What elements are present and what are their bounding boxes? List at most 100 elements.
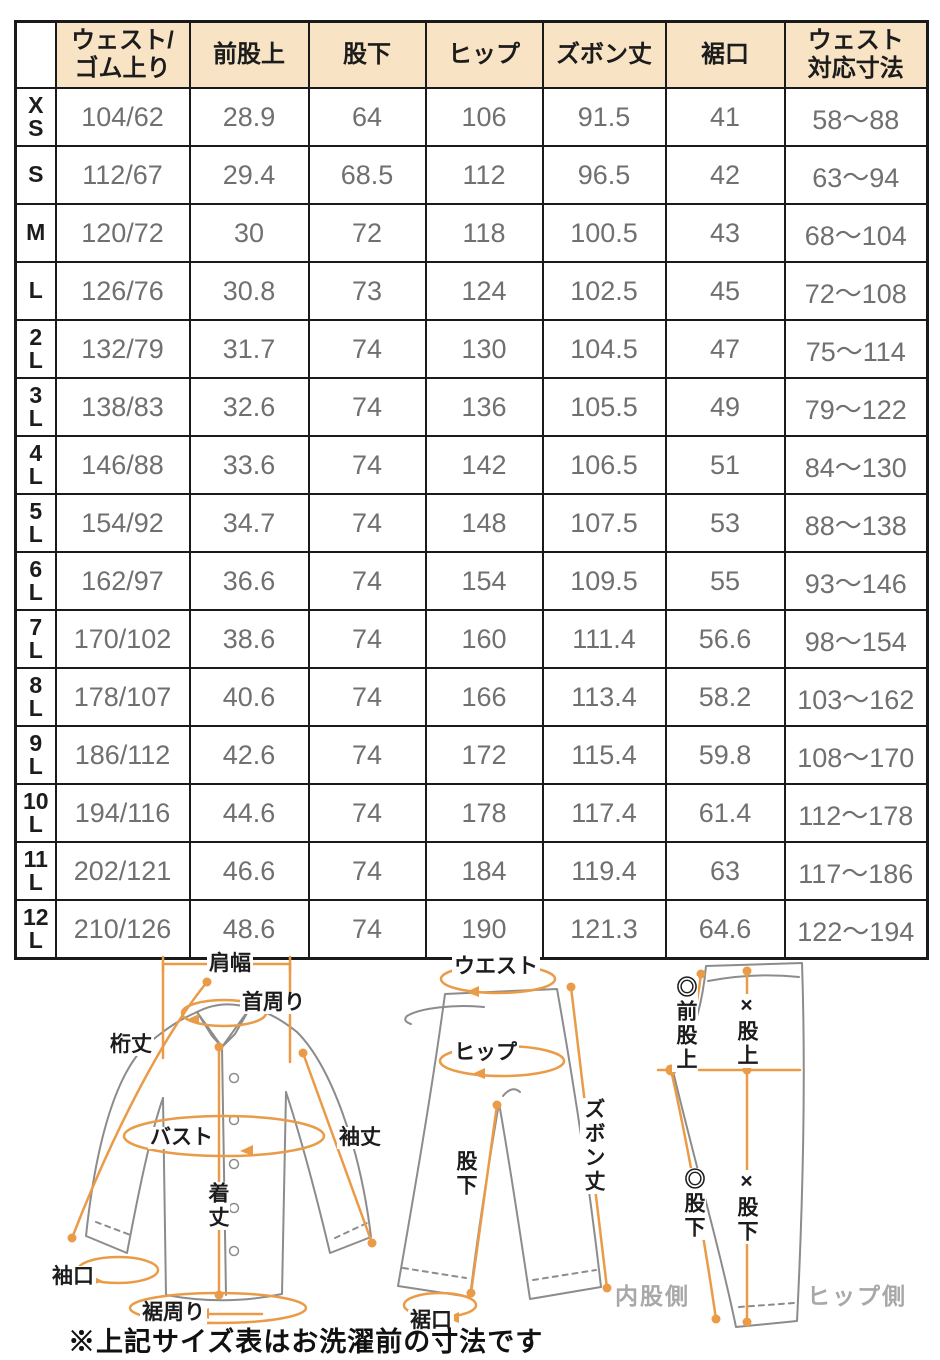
measurement-cell: 72 <box>307 203 427 263</box>
measurement-cell: 47 <box>664 319 786 379</box>
measurement-cell: 84〜130 <box>783 435 929 495</box>
measurement-cell: 98〜154 <box>783 609 929 669</box>
measurement-cell: 55 <box>664 551 786 611</box>
shirt-shoulder-width-label: 肩幅 <box>207 952 253 976</box>
measurement-cell: 38.6 <box>188 609 310 669</box>
table-row: 5 L 154/92 34.7 74 148 107.5 53 88〜138 <box>14 493 929 553</box>
measurement-cell: 154 <box>424 551 544 611</box>
table-row: 7 L 170/102 38.6 74 160 111.4 56.6 98〜154 <box>14 609 929 669</box>
measurement-cell: 42 <box>664 145 786 205</box>
measurement-cell: 115.4 <box>541 725 667 785</box>
size-label: 7 L <box>14 609 57 669</box>
measurement-cell: 202/121 <box>54 841 191 901</box>
measurement-cell: 64.6 <box>664 899 786 960</box>
measurement-cell: 210/126 <box>54 899 191 960</box>
measurement-cell: 124 <box>424 261 544 321</box>
measurement-cell: 120/72 <box>54 203 191 263</box>
measurement-cell: 33.6 <box>188 435 310 495</box>
measurement-cell: 28.9 <box>188 87 310 147</box>
measurement-cell: 121.3 <box>541 899 667 960</box>
measurement-cell: 59.8 <box>664 725 786 785</box>
measurement-cell: 162/97 <box>54 551 191 611</box>
measurement-cell: 100.5 <box>541 203 667 263</box>
measurement-cell: 42.6 <box>188 725 310 785</box>
inner-side-label: 内股側 <box>615 1283 690 1309</box>
measurement-cell: 51 <box>664 435 786 495</box>
size-table-body: X S 104/62 28.9 64 106 91.5 41 58〜88 S 112/67 29.4… <box>14 87 929 960</box>
measurement-cell: 154/92 <box>54 493 191 553</box>
measurement-cell: 104.5 <box>541 319 667 379</box>
size-label: 9 L <box>14 725 57 785</box>
size-label: 5 L <box>14 493 57 553</box>
size-label: 4 L <box>14 435 57 495</box>
measurement-cell: 186/112 <box>54 725 191 785</box>
measurement-cell: 166 <box>424 667 544 727</box>
measurement-cell: 108〜170 <box>783 725 929 785</box>
table-row: 10 L 194/116 44.6 74 178 117.4 61.4 112〜178 <box>14 783 929 843</box>
measurement-cell: 53 <box>664 493 786 553</box>
measurement-cell: 132/79 <box>54 319 191 379</box>
measurement-cell: 61.4 <box>664 783 786 843</box>
measurement-cell: 91.5 <box>541 87 667 147</box>
measurement-cell: 79〜122 <box>783 377 929 437</box>
measurement-cell: 74 <box>307 841 427 901</box>
table-row: 12 L 210/126 48.6 74 190 121.3 64.6 122〜194 <box>14 899 929 960</box>
measurement-cell: 74 <box>307 899 427 960</box>
size-table: ウェスト/ ゴム上り 前股上 股下 ヒップ ズボン丈 裾口 ウェスト 対応寸法 X S 104… <box>14 20 929 960</box>
size-label: L <box>14 261 57 321</box>
measurement-cell: 117.4 <box>541 783 667 843</box>
measurement-cell: 74 <box>307 725 427 785</box>
measurement-cell: 63 <box>664 841 786 901</box>
measurement-cell: 45 <box>664 261 786 321</box>
column-header: ズボン丈 <box>541 20 667 89</box>
shirt-measurements <box>67 955 377 1325</box>
table-row: X S 104/62 28.9 64 106 91.5 41 58〜88 <box>14 87 929 147</box>
measurement-cell: 112/67 <box>54 145 191 205</box>
measurement-cell: 103〜162 <box>783 667 929 727</box>
pants-waist-label: ウエスト <box>452 955 540 979</box>
measurement-cell: 63〜94 <box>783 145 929 205</box>
measurement-cell: 74 <box>307 435 427 495</box>
table-row: 3 L 138/83 32.6 74 136 105.5 49 79〜122 <box>14 377 929 437</box>
size-label: S <box>14 145 57 205</box>
measurement-cell: 148 <box>424 493 544 553</box>
measurement-cell: 74 <box>307 667 427 727</box>
table-row: S 112/67 29.4 68.5 112 96.5 42 63〜94 <box>14 145 929 205</box>
measurement-cell: 29.4 <box>188 145 310 205</box>
column-header: ウェスト 対応寸法 <box>783 20 929 89</box>
size-label: 6 L <box>14 551 57 611</box>
table-row: 6 L 162/97 36.6 74 154 109.5 55 93〜146 <box>14 551 929 611</box>
shirt-bust-label: バスト <box>148 1126 215 1150</box>
size-label: 12 L <box>14 899 57 960</box>
measurement-cell: 68〜104 <box>783 203 929 263</box>
size-label: 11 L <box>14 841 57 901</box>
measurement-cell: 170/102 <box>54 609 191 669</box>
measurement-cell: 43 <box>664 203 786 263</box>
size-label: 8 L <box>14 667 57 727</box>
measurement-cell: 102.5 <box>541 261 667 321</box>
shirt-neck-label: 首周り <box>240 991 307 1015</box>
shirt-hem-around-label: 裾周り <box>140 1301 207 1325</box>
shirt-sleeve-length-label: 袖丈 <box>337 1126 383 1150</box>
measurement-cell: 111.4 <box>541 609 667 669</box>
measurement-cell: 30.8 <box>188 261 310 321</box>
measurement-cell: 74 <box>307 609 427 669</box>
measurement-cell: 88〜138 <box>783 493 929 553</box>
pants-length-label: ズボン丈 <box>580 1098 607 1194</box>
measurement-cell: 93〜146 <box>783 551 929 611</box>
measurement-cell: 172 <box>424 725 544 785</box>
measurement-cell: 118 <box>424 203 544 263</box>
measurement-cell: 112〜178 <box>783 783 929 843</box>
measurement-cell: 30 <box>188 203 310 263</box>
measurement-cell: 49 <box>664 377 786 437</box>
size-label: 3 L <box>14 377 57 437</box>
measurement-cell: 138/83 <box>54 377 191 437</box>
measurement-cell: 73 <box>307 261 427 321</box>
hip-side-label: ヒップ側 <box>807 1283 907 1309</box>
measurement-cell: 75〜114 <box>783 319 929 379</box>
measurement-cell: 68.5 <box>307 145 427 205</box>
shirt-yuki-length-label: 桁丈 <box>108 1033 154 1057</box>
measurement-cell: 146/88 <box>54 435 191 495</box>
shirt-cuff-label: 袖口 <box>50 1265 96 1289</box>
header-row: ウェスト/ ゴム上り 前股上 股下 ヒップ ズボン丈 裾口 ウェスト 対応寸法 <box>14 20 929 89</box>
